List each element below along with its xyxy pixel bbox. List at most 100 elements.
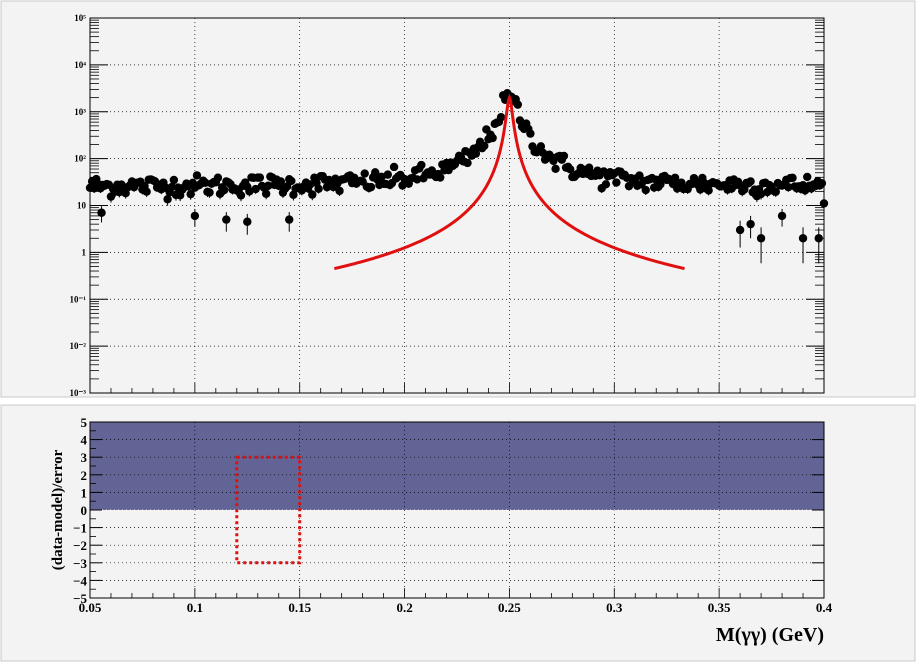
bottom-ytick-label: 4 bbox=[81, 433, 88, 448]
bottom-ytick-label: −1 bbox=[73, 521, 87, 536]
data-point bbox=[192, 171, 202, 180]
data-point bbox=[255, 173, 265, 182]
data-point bbox=[696, 185, 705, 194]
data-point bbox=[167, 182, 176, 192]
data-point bbox=[814, 234, 823, 243]
top-pad bbox=[0, 0, 916, 398]
data-point bbox=[412, 175, 422, 184]
data-point bbox=[213, 173, 223, 182]
bottom-ytick-label: 3 bbox=[81, 450, 88, 465]
data-point bbox=[308, 190, 317, 199]
data-point bbox=[205, 188, 214, 197]
data-point bbox=[612, 178, 621, 187]
top-ytick-label: 10⁴ bbox=[74, 60, 86, 70]
data-point bbox=[817, 179, 827, 188]
bottom-xtick-label: 0.35 bbox=[708, 600, 731, 615]
bottom-xtick-label: 0.05 bbox=[79, 600, 102, 615]
top-ytick-labels: 10⁻³ 10⁻² 10⁻¹ 1 10 10² 10³ 10⁴ 10⁵ bbox=[70, 13, 87, 398]
bottom-ytick-label: 5 bbox=[81, 415, 88, 430]
data-point bbox=[436, 173, 445, 182]
data-point bbox=[371, 168, 380, 177]
data-point bbox=[584, 163, 594, 172]
data-point bbox=[236, 191, 246, 200]
bottom-frame bbox=[89, 421, 825, 599]
bottom-ytick-labels: 5 4 3 2 1 0 −1 −2 −3 −4 −5 bbox=[73, 415, 87, 606]
data-point bbox=[746, 177, 755, 186]
data-point bbox=[536, 142, 546, 151]
data-point bbox=[641, 185, 650, 195]
model-curve bbox=[333, 93, 685, 271]
data-point bbox=[740, 185, 749, 194]
data-point bbox=[771, 187, 780, 196]
data-point bbox=[169, 175, 179, 185]
top-ytick-label: 10⁻³ bbox=[70, 388, 87, 398]
data-point bbox=[756, 234, 766, 243]
data-point bbox=[251, 184, 260, 194]
data-point bbox=[559, 151, 569, 161]
bottom-xtick-label: 0.4 bbox=[816, 600, 833, 615]
bottom-xtick-label: 0.2 bbox=[396, 600, 412, 615]
data-point bbox=[784, 182, 793, 192]
bottom-ytick-label: −2 bbox=[73, 538, 87, 553]
data-point bbox=[513, 100, 523, 109]
data-point bbox=[190, 211, 200, 221]
data-point bbox=[264, 181, 273, 190]
top-ytick-label: 10⁻¹ bbox=[70, 294, 87, 304]
bottom-xtick-labels: 0.05 0.1 0.15 0.2 0.25 0.3 0.35 0.4 bbox=[79, 600, 833, 615]
top-ytick-label: 10 bbox=[77, 201, 87, 211]
data-point bbox=[220, 185, 229, 195]
top-frame bbox=[89, 17, 825, 394]
top-ytick-label: 10² bbox=[74, 154, 86, 164]
data-point bbox=[285, 215, 294, 224]
signal-window-box bbox=[235, 455, 302, 565]
data-point bbox=[366, 182, 376, 192]
data-point bbox=[566, 165, 575, 174]
bottom-xtick-label: 0.15 bbox=[288, 600, 311, 615]
top-ytick-label: 10³ bbox=[74, 107, 86, 117]
bottom-ytick-label: 0 bbox=[81, 503, 88, 518]
data-point bbox=[788, 173, 797, 183]
data-point bbox=[463, 158, 472, 168]
data-point bbox=[314, 184, 323, 193]
data-point bbox=[97, 208, 106, 217]
x-axis-label: M(γγ) (GeV) bbox=[716, 624, 824, 646]
data-point bbox=[142, 187, 151, 196]
data-point bbox=[383, 170, 392, 179]
bottom-ytick-label: −3 bbox=[73, 556, 87, 571]
bottom-xtick-label: 0.1 bbox=[187, 600, 203, 615]
data-point bbox=[335, 186, 344, 196]
data-point bbox=[222, 215, 231, 224]
data-point bbox=[526, 129, 535, 138]
data-point bbox=[496, 113, 506, 122]
bottom-ytick-label: 1 bbox=[81, 485, 88, 500]
top-ytick-label: 1 bbox=[82, 247, 87, 257]
data-point bbox=[735, 225, 745, 235]
data-point bbox=[471, 149, 481, 158]
data-point bbox=[798, 234, 808, 243]
data-point bbox=[186, 189, 195, 199]
data-point bbox=[777, 211, 787, 221]
data-point bbox=[803, 172, 812, 182]
bottom-ytick-label: 2 bbox=[81, 468, 88, 483]
data-point bbox=[551, 164, 560, 174]
y-axis-label: (data-model)/error bbox=[50, 449, 66, 570]
data-point bbox=[670, 173, 680, 182]
data-point bbox=[480, 141, 489, 151]
data-point bbox=[601, 180, 611, 189]
data-point bbox=[746, 219, 755, 229]
bottom-ytick-label: −5 bbox=[73, 591, 87, 606]
data-point bbox=[704, 186, 713, 195]
data-point bbox=[656, 180, 665, 189]
data-point bbox=[306, 180, 315, 189]
data-point bbox=[417, 160, 426, 170]
data-point bbox=[243, 217, 252, 226]
data-point bbox=[287, 176, 296, 186]
bottom-xtick-label: 0.25 bbox=[498, 600, 521, 615]
pull-fill bbox=[90, 422, 824, 510]
data-point bbox=[360, 169, 369, 178]
data-point bbox=[276, 177, 286, 186]
top-ytick-label: 10⁻² bbox=[70, 341, 87, 351]
data-point bbox=[488, 133, 497, 143]
data-point bbox=[389, 162, 399, 172]
